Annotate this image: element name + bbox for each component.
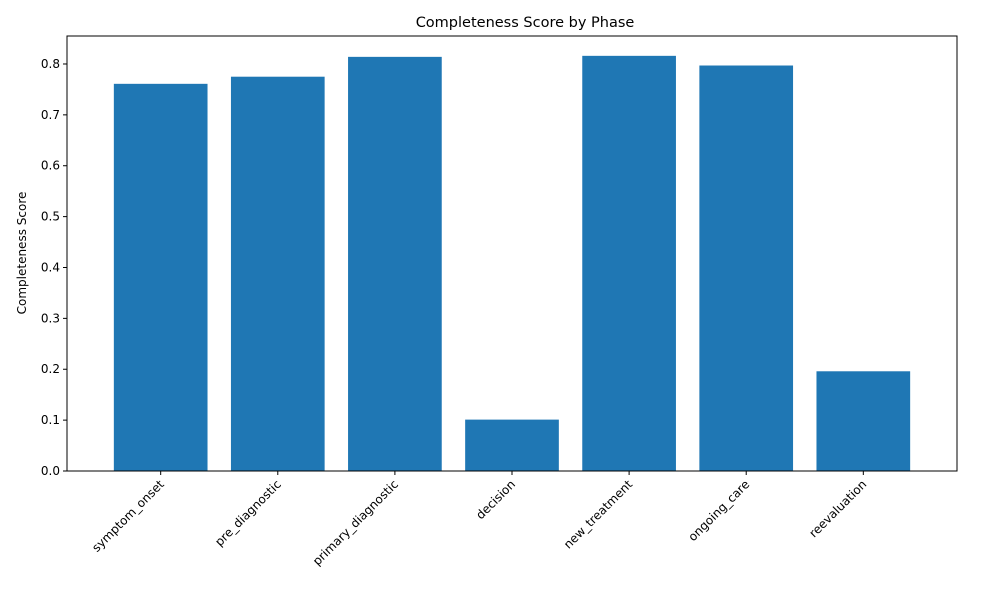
y-tick-label: 0.1	[41, 413, 60, 427]
y-tick-label: 0.0	[41, 464, 60, 478]
y-tick-label: 0.5	[41, 210, 60, 224]
bar-decision	[465, 419, 559, 471]
y-tick-label: 0.6	[41, 159, 60, 173]
y-tick-label: 0.3	[41, 311, 60, 325]
bar-ongoing-care	[699, 65, 794, 471]
bar-new-treatment	[582, 55, 676, 472]
plot-area	[113, 55, 911, 472]
chart-title: Completeness Score by Phase	[416, 15, 635, 31]
bar-primary-diagnostic	[348, 56, 442, 471]
y-axis: 0.0 0.1 0.2 0.3 0.4 0.5 0.6 0.7 0.8	[41, 57, 67, 478]
y-tick-label: 0.8	[41, 57, 60, 71]
y-tick-label: 0.4	[41, 260, 60, 274]
bar-pre-diagnostic	[230, 76, 325, 471]
axes-frame	[66, 35, 958, 472]
bar-symptom-onset	[113, 83, 208, 472]
y-tick-label: 0.7	[41, 108, 60, 122]
bar-reevaluation	[816, 371, 911, 471]
y-axis-label: Completeness Score	[15, 192, 29, 315]
y-tick-label: 0.2	[41, 362, 60, 376]
